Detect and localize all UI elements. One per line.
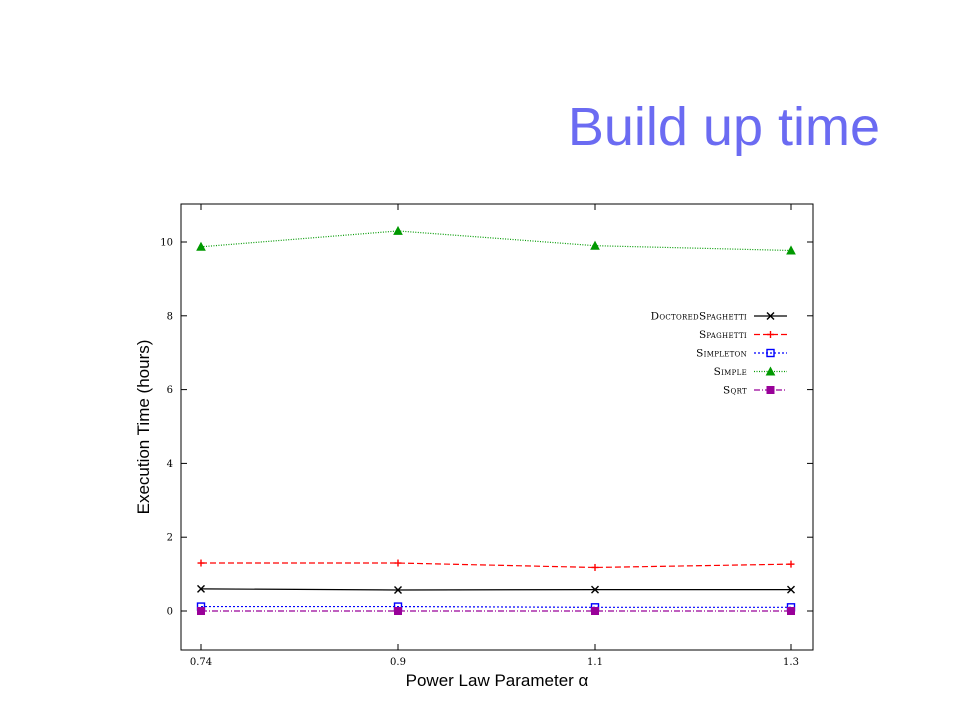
x-tick-label: 0.9: [390, 657, 406, 668]
y-tick-label: 4: [167, 459, 173, 470]
plot-frame: [180, 203, 814, 651]
legend-item-simple: Simple: [714, 366, 787, 378]
x-tick-label: 0.74: [190, 657, 212, 668]
data-point-spaghetti: [787, 560, 795, 568]
legend-item-simpleton: Simpleton: [696, 348, 787, 360]
data-point-simple: [590, 240, 600, 250]
data-point-sqrt: [591, 607, 599, 615]
data-point-simple: [196, 241, 206, 251]
x-tick-label: 1.3: [783, 657, 799, 668]
x-axis-label: Power Law Parameter α: [406, 671, 589, 690]
slide-title: Build up time: [567, 97, 880, 157]
data-point-spaghetti: [394, 559, 402, 567]
legend-label: Spaghetti: [699, 329, 747, 341]
y-axis-label: Execution Time (hours): [134, 340, 153, 515]
legend-label: Simpleton: [696, 348, 747, 360]
y-tick-label: 8: [167, 311, 173, 322]
series-simpleton: [196, 602, 796, 612]
x-axis-ticks: 0.74 0.9 1.1 1.3: [190, 204, 799, 668]
series-line-spaghetti: [201, 562, 792, 569]
legend-item-doctoredspaghetti: DoctoredSpaghetti: [651, 311, 787, 323]
y-tick-label: 2: [167, 533, 173, 544]
data-point-sqrt: [787, 607, 795, 615]
legend-marker: [766, 348, 775, 358]
data-point-doctoredspaghetti: [394, 585, 402, 594]
legend-marker: [766, 312, 775, 320]
data-point-doctoredspaghetti: [591, 585, 599, 594]
legend-marker: [765, 366, 776, 376]
series-sqrt: [197, 607, 795, 615]
data-point-doctoredspaghetti: [787, 585, 795, 594]
series-line-simple: [200, 230, 792, 252]
data-point-simple: [786, 245, 796, 255]
series-line-simpleton: [201, 605, 791, 608]
data-point-doctoredspaghetti: [197, 584, 205, 593]
data-point-sqrt: [394, 607, 402, 615]
series-line-doctoredspaghetti: [200, 588, 791, 591]
series-layer: [196, 225, 796, 615]
legend-item-sqrt: Sqrt: [723, 385, 787, 397]
y-tick-label: 6: [167, 385, 173, 396]
data-point-spaghetti: [197, 559, 205, 567]
data-point-sqrt: [197, 607, 205, 615]
legend: DoctoredSpaghetti Spaghetti Simpleton Simpl…: [651, 311, 787, 397]
legend-label: Sqrt: [723, 385, 747, 397]
data-point-spaghetti: [591, 563, 599, 571]
y-tick-label: 0: [167, 607, 173, 618]
x-tick-label: 1.1: [587, 657, 603, 668]
legend-item-spaghetti: Spaghetti: [699, 329, 787, 341]
legend-label: DoctoredSpaghetti: [651, 311, 747, 323]
data-point-simple: [393, 225, 403, 235]
series-spaghetti: [197, 559, 795, 571]
series-doctoredspaghetti: [197, 584, 795, 594]
legend-marker: [766, 386, 775, 394]
y-tick-label: 10: [160, 238, 173, 249]
series-simple: [196, 225, 796, 255]
legend-label: Simple: [714, 366, 747, 378]
y-axis-ticks: 0 2 4 6 8 10: [160, 238, 813, 618]
legend-marker: [767, 331, 774, 338]
